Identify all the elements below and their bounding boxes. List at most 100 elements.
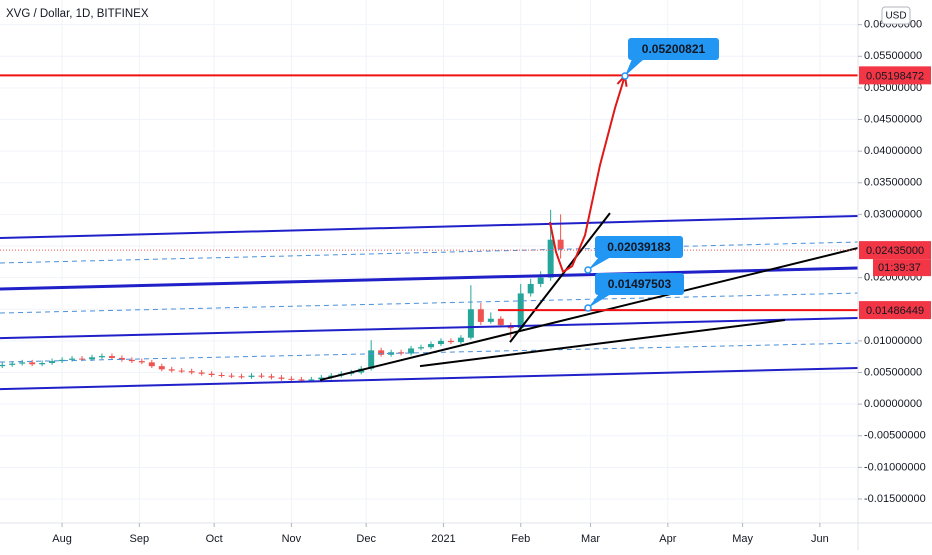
candle-body: [148, 362, 155, 367]
price-label: 0.01486449: [866, 305, 924, 317]
callout-box: [595, 273, 684, 295]
y-tick-label: -0.01500000: [864, 493, 926, 505]
x-tick-label: May: [732, 533, 753, 545]
callout-label: 0.01497503: [608, 277, 672, 291]
candle-body: [258, 375, 265, 377]
y-tick-label: 0.03500000: [864, 177, 922, 189]
drawing-line: [0, 266, 858, 291]
callout-label: 0.02039183: [607, 240, 671, 254]
candle-body: [218, 375, 225, 377]
y-tick-label: 0.04000000: [864, 145, 922, 157]
candle-body: [398, 352, 405, 354]
candle-body: [0, 364, 6, 367]
drawing-line: [0, 342, 858, 363]
drawing-line: [0, 214, 858, 239]
candle-body: [278, 377, 285, 379]
y-tick-label: 0.01000000: [864, 335, 922, 347]
candle-body: [487, 318, 494, 322]
candle-body: [39, 363, 46, 365]
x-tick-label: Mar: [581, 533, 600, 545]
candle-body: [268, 376, 275, 378]
candle-body: [447, 340, 454, 343]
candle-body: [59, 359, 66, 362]
drawing-line: [0, 367, 858, 391]
price-label-box: [859, 241, 931, 260]
callout-anchor: [621, 72, 629, 80]
candle-body: [308, 379, 315, 381]
countdown: 01:39:37: [878, 262, 921, 274]
candle-body: [138, 361, 145, 363]
x-tick-label: Oct: [206, 533, 223, 545]
x-tick-label: Sep: [130, 533, 150, 545]
y-tick-label: 0.04500000: [864, 113, 922, 125]
candle-body: [418, 347, 425, 349]
candle-body: [188, 371, 195, 373]
candle-body: [49, 361, 56, 364]
drawing-line: [509, 212, 611, 343]
drawing-line: [0, 317, 858, 340]
candle-body: [108, 356, 115, 358]
x-tick-label: Dec: [356, 533, 376, 545]
candle-body: [9, 363, 16, 365]
x-tick-label: 2021: [431, 533, 455, 545]
drawing-line: [419, 319, 786, 368]
candle-body: [158, 366, 165, 370]
callout-label: 0.05200821: [642, 42, 706, 56]
y-tick-label: 0.00000000: [864, 398, 922, 410]
candle-body: [537, 277, 544, 284]
candle-body: [79, 358, 86, 360]
candle-body: [547, 239, 554, 278]
currency-label: USD: [885, 11, 906, 22]
candle-body: [467, 309, 474, 338]
candle-body: [98, 356, 105, 358]
plot-area: [0, 0, 858, 523]
y-tick-label: 0.00500000: [864, 366, 922, 378]
candle-body: [557, 239, 564, 250]
candle-body: [457, 337, 464, 343]
countdown-box: [873, 259, 931, 277]
candle-body: [198, 372, 205, 374]
candle-body: [178, 370, 185, 372]
candle-body: [128, 359, 135, 362]
candle-body: [69, 358, 76, 360]
chart-title: XVG / Dollar, 1D, BITFINEX: [6, 8, 149, 20]
candle-body: [378, 350, 385, 355]
callout-box: [628, 38, 719, 60]
candle-body: [88, 357, 95, 360]
drawing-line: [548, 75, 626, 273]
candle-body: [408, 348, 415, 354]
candle-body: [527, 283, 534, 294]
price-label-box: [859, 301, 931, 320]
y-tick-label: -0.00500000: [864, 430, 926, 442]
candle-body: [497, 318, 504, 326]
price-label: 0.05198472: [866, 70, 924, 82]
callout-anchor: [584, 266, 592, 274]
candle-body: [477, 309, 484, 322]
candle-body: [228, 375, 235, 377]
x-tick-label: Apr: [659, 533, 676, 545]
candle-body: [428, 344, 434, 348]
candle-body: [19, 362, 26, 364]
x-tick-label: Feb: [511, 533, 530, 545]
price-label: 0.02435000: [866, 245, 924, 257]
candle-body: [208, 373, 215, 376]
x-tick-label: Jun: [811, 533, 829, 545]
callout-box: [595, 236, 683, 258]
price-label-box: [859, 66, 931, 85]
candle-body: [288, 378, 295, 380]
y-tick-label: 0.05500000: [864, 50, 922, 62]
drawing-line: [0, 292, 858, 314]
drawing-line: [319, 247, 858, 382]
x-tick-label: Nov: [282, 533, 302, 545]
candle-body: [29, 362, 36, 365]
currency-button[interactable]: [881, 6, 911, 25]
y-tick-label: 0.03000000: [864, 208, 922, 220]
y-tick-label: 0.05000000: [864, 82, 922, 94]
candle-body: [368, 350, 375, 369]
candle-body: [238, 376, 245, 378]
callout-pointer: [588, 257, 611, 270]
candle-body: [298, 379, 305, 381]
x-tick-label: Aug: [52, 533, 72, 545]
